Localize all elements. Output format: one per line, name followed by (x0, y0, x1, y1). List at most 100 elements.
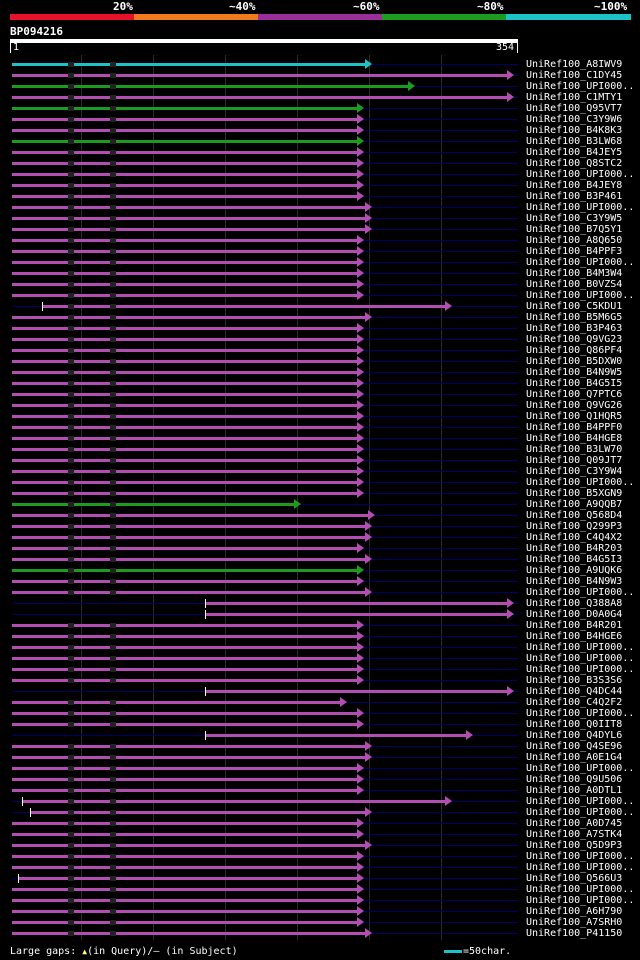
hit-row[interactable]: UniRef100_A8IWV9 (0, 59, 640, 70)
hit-row[interactable]: UniRef100_Q95VT7 (0, 103, 640, 114)
hit-row[interactable]: UniRef100_UPI000.. (0, 807, 640, 818)
hit-row[interactable]: UniRef100_UPI000.. (0, 664, 640, 675)
hit-label[interactable]: UniRef100_Q388A8 (526, 598, 623, 609)
hit-label[interactable]: UniRef100_Q568D4 (526, 510, 623, 521)
hit-row[interactable]: UniRef100_UPI000.. (0, 642, 640, 653)
hit-row[interactable]: UniRef100_B4G5I3 (0, 554, 640, 565)
hit-label[interactable]: UniRef100_C3Y9W5 (526, 213, 623, 224)
hit-label[interactable]: UniRef100_UPI000.. (526, 202, 635, 213)
hit-label[interactable]: UniRef100_B4R201 (526, 620, 623, 631)
hit-label[interactable]: UniRef100_A9QQB7 (526, 499, 623, 510)
hit-label[interactable]: UniRef100_B4PPF0 (526, 422, 623, 433)
hit-row[interactable]: UniRef100_B4JEY5 (0, 147, 640, 158)
hit-label[interactable]: UniRef100_Q8STC2 (526, 158, 623, 169)
hit-row[interactable]: UniRef100_B3P461 (0, 191, 640, 202)
hit-label[interactable]: UniRef100_Q9VG23 (526, 334, 623, 345)
hit-row[interactable]: UniRef100_B3P463 (0, 323, 640, 334)
hit-label[interactable]: UniRef100_Q86PF4 (526, 345, 623, 356)
hit-label[interactable]: UniRef100_A0DTL1 (526, 785, 623, 796)
hit-label[interactable]: UniRef100_B0VZS4 (526, 279, 623, 290)
hit-row[interactable]: UniRef100_B4R201 (0, 620, 640, 631)
hit-row[interactable]: UniRef100_Q4DC44 (0, 686, 640, 697)
hit-row[interactable]: UniRef100_B4G5I5 (0, 378, 640, 389)
hit-row[interactable]: UniRef100_A0D745 (0, 818, 640, 829)
hit-row[interactable]: UniRef100_Q566U3 (0, 873, 640, 884)
hit-label[interactable]: UniRef100_Q4SE96 (526, 741, 623, 752)
hit-label[interactable]: UniRef100_UPI000.. (526, 895, 635, 906)
hit-label[interactable]: UniRef100_Q5D9P3 (526, 840, 623, 851)
hit-label[interactable]: UniRef100_UPI000.. (526, 257, 635, 268)
hit-row[interactable]: UniRef100_A6H790 (0, 906, 640, 917)
hit-label[interactable]: UniRef100_UPI000.. (526, 807, 635, 818)
hit-label[interactable]: UniRef100_B3S3S6 (526, 675, 623, 686)
hit-row[interactable]: UniRef100_B4K8K3 (0, 125, 640, 136)
hit-label[interactable]: UniRef100_UPI000.. (526, 653, 635, 664)
hit-label[interactable]: UniRef100_B5XGN9 (526, 488, 623, 499)
hit-label[interactable]: UniRef100_UPI000.. (526, 642, 635, 653)
hit-label[interactable]: UniRef100_UPI000.. (526, 796, 635, 807)
hit-label[interactable]: UniRef100_Q09JT7 (526, 455, 623, 466)
hit-label[interactable]: UniRef100_A0D745 (526, 818, 623, 829)
hit-label[interactable]: UniRef100_UPI000.. (526, 290, 635, 301)
hit-row[interactable]: UniRef100_B3LW68 (0, 136, 640, 147)
hit-row[interactable]: UniRef100_Q4SE96 (0, 741, 640, 752)
hit-row[interactable]: UniRef100_D0A0G4 (0, 609, 640, 620)
hit-row[interactable]: UniRef100_B4N9W3 (0, 576, 640, 587)
hit-row[interactable]: UniRef100_UPI000.. (0, 796, 640, 807)
hit-label[interactable]: UniRef100_A9UQK6 (526, 565, 623, 576)
hit-row[interactable]: UniRef100_UPI000.. (0, 763, 640, 774)
hit-row[interactable]: UniRef100_C1DY45 (0, 70, 640, 81)
hit-label[interactable]: UniRef100_C1DY45 (526, 70, 623, 81)
hit-row[interactable]: UniRef100_UPI000.. (0, 202, 640, 213)
hit-row[interactable]: UniRef100_C3Y9W4 (0, 466, 640, 477)
hit-row[interactable]: UniRef100_Q9VG23 (0, 334, 640, 345)
hit-row[interactable]: UniRef100_C3Y9W6 (0, 114, 640, 125)
hit-label[interactable]: UniRef100_UPI000.. (526, 477, 635, 488)
hit-row[interactable]: UniRef100_B4JEY8 (0, 180, 640, 191)
hit-label[interactable]: UniRef100_B4PPF3 (526, 246, 623, 257)
hit-label[interactable]: UniRef100_UPI000.. (526, 708, 635, 719)
hit-label[interactable]: UniRef100_B4JEY8 (526, 180, 623, 191)
hit-label[interactable]: UniRef100_B4G5I5 (526, 378, 623, 389)
hit-row[interactable]: UniRef100_C4Q2F2 (0, 697, 640, 708)
hit-row[interactable]: UniRef100_B7Q5Y1 (0, 224, 640, 235)
hit-label[interactable]: UniRef100_D0A0G4 (526, 609, 623, 620)
hit-row[interactable]: UniRef100_B4PPF0 (0, 422, 640, 433)
hit-row[interactable]: UniRef100_UPI000.. (0, 851, 640, 862)
hit-label[interactable]: UniRef100_A8IWV9 (526, 59, 623, 70)
hit-row[interactable]: UniRef100_Q1HQR5 (0, 411, 640, 422)
hit-label[interactable]: UniRef100_UPI000.. (526, 169, 635, 180)
hit-label[interactable]: UniRef100_Q1HQR5 (526, 411, 623, 422)
hit-row[interactable]: UniRef100_A9UQK6 (0, 565, 640, 576)
hit-label[interactable]: UniRef100_UPI000.. (526, 664, 635, 675)
hit-row[interactable]: UniRef100_Q299P3 (0, 521, 640, 532)
hit-label[interactable]: UniRef100_B4N9W3 (526, 576, 623, 587)
hit-row[interactable]: UniRef100_B4HGE6 (0, 631, 640, 642)
hit-row[interactable]: UniRef100_UPI000.. (0, 587, 640, 598)
hit-label[interactable]: UniRef100_UPI000.. (526, 851, 635, 862)
hit-label[interactable]: UniRef100_Q9U506 (526, 774, 623, 785)
hit-row[interactable]: UniRef100_B5XGN9 (0, 488, 640, 499)
hit-row[interactable]: UniRef100_B4N9W5 (0, 367, 640, 378)
hit-row[interactable]: UniRef100_Q568D4 (0, 510, 640, 521)
hit-label[interactable]: UniRef100_Q4DYL6 (526, 730, 623, 741)
hit-row[interactable]: UniRef100_Q4DYL6 (0, 730, 640, 741)
hit-row[interactable]: UniRef100_Q388A8 (0, 598, 640, 609)
hit-label[interactable]: UniRef100_UPI000.. (526, 884, 635, 895)
hit-label[interactable]: UniRef100_B4G5I3 (526, 554, 623, 565)
hit-row[interactable]: UniRef100_UPI000.. (0, 257, 640, 268)
hit-label[interactable]: UniRef100_B3LW70 (526, 444, 623, 455)
hit-label[interactable]: UniRef100_A8Q650 (526, 235, 623, 246)
hit-label[interactable]: UniRef100_UPI000.. (526, 587, 635, 598)
hit-label[interactable]: UniRef100_B5M6G5 (526, 312, 623, 323)
hit-label[interactable]: UniRef100_C3Y9W6 (526, 114, 623, 125)
hit-row[interactable]: UniRef100_UPI000.. (0, 169, 640, 180)
hit-row[interactable]: UniRef100_A7STK4 (0, 829, 640, 840)
hit-label[interactable]: UniRef100_Q7PTC6 (526, 389, 623, 400)
hit-label[interactable]: UniRef100_B7Q5Y1 (526, 224, 623, 235)
hit-label[interactable]: UniRef100_C5KDU1 (526, 301, 623, 312)
hit-row[interactable]: UniRef100_UPI000.. (0, 708, 640, 719)
hit-row[interactable]: UniRef100_Q5D9P3 (0, 840, 640, 851)
hit-row[interactable]: UniRef100_B4PPF3 (0, 246, 640, 257)
hit-label[interactable]: UniRef100_A7STK4 (526, 829, 623, 840)
